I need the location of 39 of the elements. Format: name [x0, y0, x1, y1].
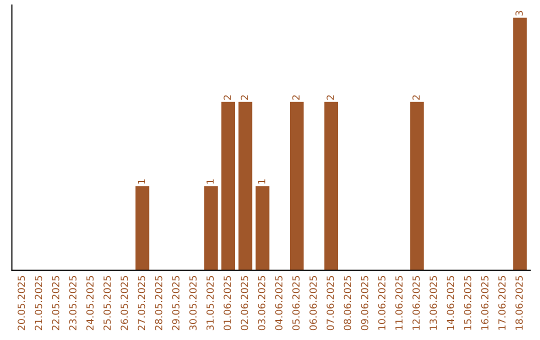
x-tick-label: 11.06.2025: [395, 276, 403, 330]
x-tick-label: 26.05.2025: [120, 276, 128, 330]
x-tick-label: 30.05.2025: [189, 276, 197, 330]
x-tick-label: 21.05.2025: [34, 276, 42, 330]
x-tick-label: 10.06.2025: [378, 276, 386, 330]
x-tick-label: 20.05.2025: [18, 276, 25, 330]
x-tick-label: 05.06.2025: [292, 276, 300, 330]
x-tick-label: 06.06.2025: [309, 276, 317, 330]
data-label: 2: [326, 95, 334, 100]
x-tick-label: 02.06.2025: [240, 276, 248, 330]
x-tick-label: 31.05.2025: [206, 276, 214, 330]
x-tick-label: 18.06.2025: [515, 276, 523, 330]
x-tick-label: 07.06.2025: [326, 276, 334, 330]
x-tick-label: 09.06.2025: [360, 276, 368, 330]
x-tick-label: 24.05.2025: [86, 276, 94, 330]
x-tick-label: 13.06.2025: [430, 276, 437, 330]
x-tick-label: 27.05.2025: [138, 276, 146, 330]
x-tick-label: 12.06.2025: [412, 276, 420, 330]
data-label: 2: [240, 95, 248, 100]
x-tick-label: 25.05.2025: [103, 276, 111, 330]
x-tick-label: 16.06.2025: [481, 276, 488, 330]
data-label: 2: [292, 95, 300, 100]
data-label: 1: [206, 179, 214, 184]
data-label: 2: [224, 95, 231, 100]
x-tick-label: 01.06.2025: [224, 276, 231, 330]
x-tick-label: 29.05.2025: [172, 276, 180, 330]
x-tick-label: 28.05.2025: [154, 276, 162, 330]
x-tick-label: 03.06.2025: [258, 276, 266, 330]
x-tick-label: 04.06.2025: [275, 276, 282, 330]
x-tick-label: 08.06.2025: [344, 276, 352, 330]
x-tick-label: 23.05.2025: [69, 276, 76, 330]
data-label: 3: [515, 10, 523, 16]
x-tick-label: 14.06.2025: [446, 276, 454, 330]
data-label: 1: [258, 179, 266, 184]
x-tick-label: 17.06.2025: [498, 276, 506, 330]
x-tick-label: 15.06.2025: [464, 276, 472, 330]
data-label: 2: [412, 95, 420, 100]
data-label: 1: [138, 179, 146, 184]
x-tick-label: 22.05.2025: [52, 276, 60, 330]
